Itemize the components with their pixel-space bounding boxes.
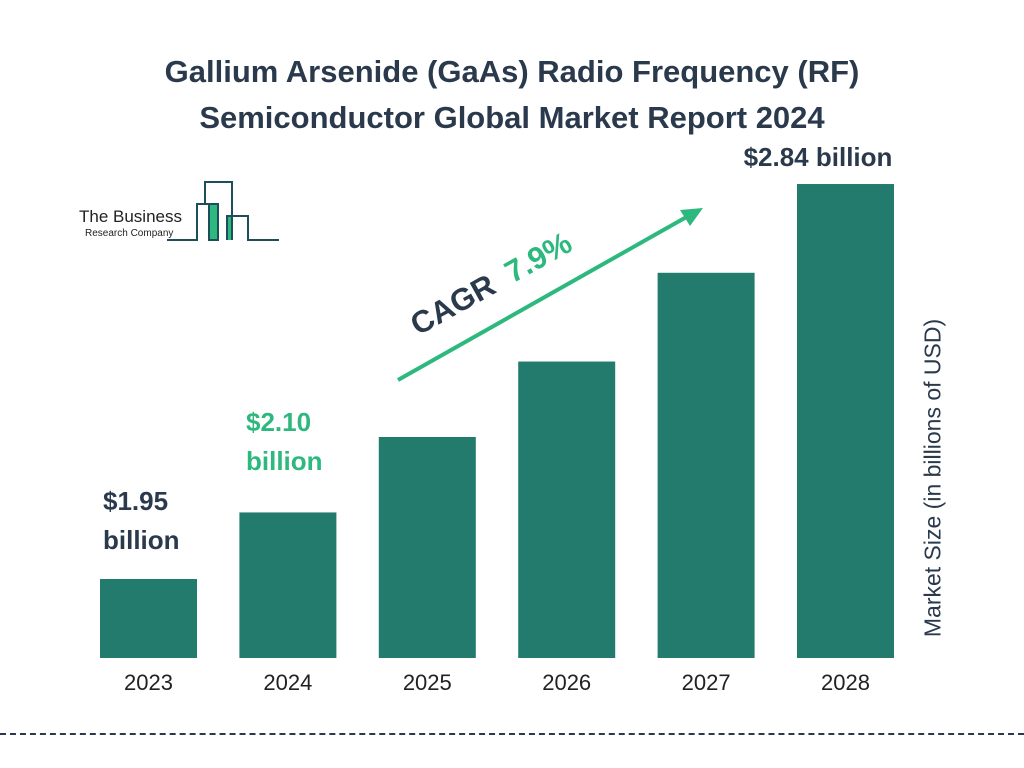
logo-line2: Research Company xyxy=(85,228,173,239)
data-label-2024-value: $2.10 xyxy=(246,407,311,437)
x-tick-2023: 2023 xyxy=(124,670,173,695)
x-tick-2025: 2025 xyxy=(403,670,452,695)
bar-2023 xyxy=(100,579,197,658)
bar-2027 xyxy=(657,272,755,658)
cagr-arrowhead xyxy=(680,208,703,226)
chart-title-line1: Gallium Arsenide (GaAs) Radio Frequency … xyxy=(164,54,860,89)
bar-2025 xyxy=(378,436,476,658)
chart-title-line2: Semiconductor Global Market Report 2024 xyxy=(199,100,825,135)
data-labels: $1.95 billion $2.10 billion $2.84 billio… xyxy=(103,142,892,555)
data-label-2023-unit: billion xyxy=(103,525,180,555)
divider xyxy=(0,733,1024,735)
data-label-2024-unit: billion xyxy=(246,446,323,476)
data-label-2028-value: $2.84 billion xyxy=(744,142,893,172)
bar-2026 xyxy=(518,361,616,658)
svg-text:CAGR 7.9%: CAGR 7.9% xyxy=(404,225,577,342)
y-axis-label: Market Size (in billions of USD) xyxy=(919,318,946,638)
logo-line1: The Business xyxy=(79,207,182,226)
x-tick-2026: 2026 xyxy=(542,670,591,695)
x-tick-2027: 2027 xyxy=(682,670,731,695)
bar-2024 xyxy=(239,512,337,658)
x-tick-2024: 2024 xyxy=(263,670,312,695)
cagr-annotation: CAGR 7.9% xyxy=(397,208,703,382)
bar-2028 xyxy=(797,184,894,658)
cagr-value: 7.9% xyxy=(499,225,578,290)
x-tick-2028: 2028 xyxy=(821,670,870,695)
data-label-2023-value: $1.95 xyxy=(103,486,168,516)
logo: The Business Research Company xyxy=(79,181,279,241)
